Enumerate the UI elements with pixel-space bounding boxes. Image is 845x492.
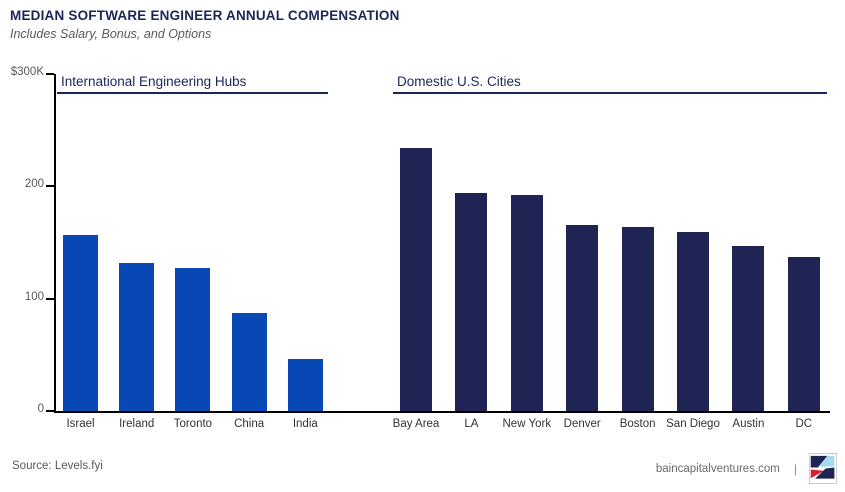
x-label-toronto: Toronto <box>173 418 213 430</box>
bar-china <box>231 313 267 411</box>
bar-dc <box>787 257 820 411</box>
x-label-israel: Israel <box>66 418 95 430</box>
bar-israel <box>63 234 98 411</box>
x-label-china: China <box>234 418 265 430</box>
x-label-dc: DC <box>795 418 813 430</box>
x-label-san-diego: San Diego <box>666 418 720 430</box>
bar-ireland <box>119 262 155 411</box>
bar-india <box>287 359 323 411</box>
bar-toronto <box>175 268 211 411</box>
bar-bay-area <box>400 148 432 411</box>
group-header-international: International Engineering Hubs <box>57 74 328 94</box>
y-tick-mark-200 <box>46 185 54 188</box>
y-tick-mark-0 <box>46 410 54 412</box>
x-label-india: India <box>292 418 318 430</box>
y-axis-line <box>54 74 56 413</box>
group-header-domestic: Domestic U.S. Cities <box>393 74 827 94</box>
page-title: MEDIAN SOFTWARE ENGINEER ANNUAL COMPENSA… <box>10 8 400 23</box>
page-subtitle: Includes Salary, Bonus, and Options <box>10 27 212 41</box>
source-note: Source: Levels.fyi <box>12 460 103 472</box>
x-label-la: LA <box>464 418 479 430</box>
bain-capital-ventures-logo-icon <box>809 453 837 484</box>
x-label-denver: Denver <box>563 418 601 430</box>
footer-branding: baincapitalventures.com | <box>656 453 837 484</box>
x-label-new-york: New York <box>502 418 552 430</box>
x-label-bay-area: Bay Area <box>392 418 440 430</box>
bar-la <box>455 193 488 411</box>
y-tick-mark-300 <box>46 73 54 75</box>
y-tick-label-100: 100 <box>24 290 44 303</box>
y-tick-label-300: $300K <box>10 66 44 78</box>
footer-separator: | <box>793 461 797 476</box>
footer-site-url: baincapitalventures.com <box>655 462 780 475</box>
x-label-ireland: Ireland <box>119 418 155 430</box>
bar-san-diego <box>677 232 709 411</box>
x-axis-line <box>54 411 830 413</box>
bar-austin <box>732 245 765 411</box>
bar-boston <box>621 226 654 411</box>
y-tick-label-200: 200 <box>24 178 44 191</box>
y-tick-mark-100 <box>46 297 54 300</box>
x-label-boston: Boston <box>619 418 656 430</box>
x-label-austin: Austin <box>732 418 765 430</box>
bar-new-york <box>510 195 543 411</box>
bar-denver <box>566 224 599 411</box>
y-tick-label-0: 0 <box>37 403 44 415</box>
